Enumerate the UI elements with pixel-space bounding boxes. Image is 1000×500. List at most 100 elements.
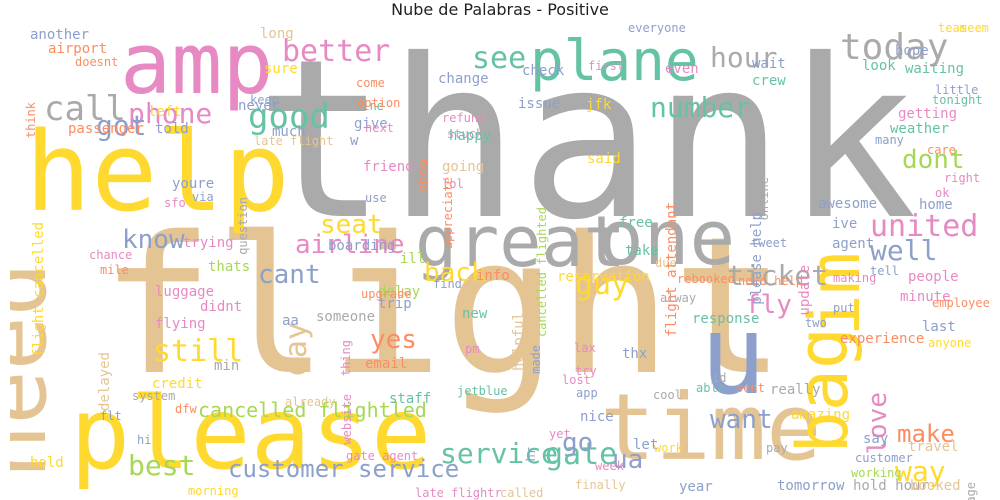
word-nice: nice (580, 409, 614, 425)
word-home: home (919, 197, 953, 213)
word-make: make (897, 420, 955, 448)
word-jetblue: jetblue (457, 384, 508, 398)
word-people: people (908, 269, 959, 285)
word-late-flight: late flight (254, 134, 334, 148)
word-many: many (875, 133, 904, 147)
word-amp: amp (120, 22, 274, 114)
word-sent: sent (736, 381, 765, 395)
word-cloud: thank flight help please amp time plane great on… (10, 22, 990, 500)
word-say: say (863, 431, 889, 447)
word-find: find (433, 277, 462, 291)
word-pay: pay (766, 441, 788, 455)
word-gate-agent: gate agent (346, 449, 419, 463)
word-trying: trying (183, 235, 234, 251)
word-customer-service: customer service (228, 455, 460, 483)
word-experience: experience (840, 331, 925, 347)
word-today: today (840, 27, 949, 68)
word-little: little (935, 83, 979, 97)
word-trip: trip (378, 296, 412, 312)
word-way: way (895, 455, 946, 488)
word-chance: chance (89, 248, 133, 262)
word-try: try (575, 364, 597, 378)
word-help: help (25, 108, 290, 236)
word-called: called (500, 486, 544, 500)
word-care: care (927, 143, 956, 157)
word-back: back (424, 258, 487, 288)
word-gate: gate (545, 437, 618, 472)
word-someone: someone (316, 309, 376, 325)
word-staff: staff (389, 391, 432, 407)
word-even: even (665, 61, 699, 77)
word-mile: mile (100, 263, 129, 277)
word-making: making (833, 271, 877, 285)
word-thank: thank (255, 22, 918, 268)
word-cant: cant (258, 260, 321, 290)
word-lax: lax (574, 341, 596, 355)
word-delayed: delayed (97, 352, 113, 412)
word-thx: thx (622, 346, 648, 362)
word-agent: agent (832, 236, 875, 252)
word-thats: thats (208, 259, 251, 275)
word-cool: cool (653, 388, 682, 402)
word-travel: travel (908, 439, 959, 455)
word-keep: keep (250, 93, 279, 107)
word-call: call (44, 89, 126, 129)
word-hold-hour: hold hour (853, 478, 929, 494)
word-hold: hold (30, 455, 64, 471)
word-email: email (365, 356, 408, 372)
word-flight-attendant: flight attendant (664, 202, 680, 337)
word-minute: minute (900, 289, 951, 305)
word-flight: flight (100, 196, 787, 417)
word-update: update (797, 265, 813, 316)
word-issue: issue (518, 96, 561, 112)
word-first: first (588, 59, 625, 73)
word-hr: hr (524, 447, 538, 462)
word-pm: pm (465, 342, 480, 356)
word-look: look (862, 58, 896, 74)
word-flight-cancelled: flight cancelled (31, 222, 47, 357)
word-going: going (442, 159, 485, 175)
word-alway: alway (660, 291, 697, 305)
word-wait: wait (752, 56, 786, 72)
word-want: want (710, 405, 773, 435)
word-app: app (576, 386, 598, 400)
word-much: much (272, 124, 306, 140)
word-tweet: tweet (751, 236, 788, 250)
word-plane: plane (530, 29, 699, 94)
word-morning: morning (188, 484, 239, 498)
word-fly: fly (745, 290, 792, 320)
word-employee: employee (932, 296, 990, 310)
word-work: work (654, 441, 683, 455)
word-u: u (700, 291, 767, 419)
word-please-help: please help (749, 212, 765, 305)
word-united: united (870, 209, 979, 244)
word-sfo: sfo (164, 196, 186, 210)
word-dfw: dfw (175, 402, 197, 416)
word-yes: yes (370, 325, 417, 355)
word-right: right (944, 171, 981, 185)
word-last: last (922, 319, 956, 335)
word-airport: airport (48, 41, 108, 57)
word-jfk: jfk (586, 97, 612, 113)
word-customer: customer (855, 451, 913, 465)
word-crew: crew (752, 73, 786, 89)
word-ticket: ticket (727, 259, 829, 292)
word-week: week (595, 459, 624, 473)
word-delay: delay (378, 284, 421, 300)
word-question: question (236, 197, 250, 255)
word-hi: hi (137, 433, 152, 447)
word-everyone: everyone (628, 22, 686, 35)
word-hope: hope (895, 43, 929, 59)
word-know: know (122, 225, 185, 255)
word-friend: friend (363, 159, 414, 175)
word-min: min (214, 358, 240, 374)
word-think: think (24, 102, 38, 139)
word-still: still (153, 334, 244, 369)
word-w: w (350, 133, 359, 149)
word-next: next (365, 121, 394, 135)
word-info: info (476, 268, 510, 284)
word-ua: ua (612, 445, 644, 475)
word-baggage: baggage (964, 482, 978, 500)
word-able: able (696, 381, 725, 395)
word-rebooked: rebooked (677, 272, 735, 286)
